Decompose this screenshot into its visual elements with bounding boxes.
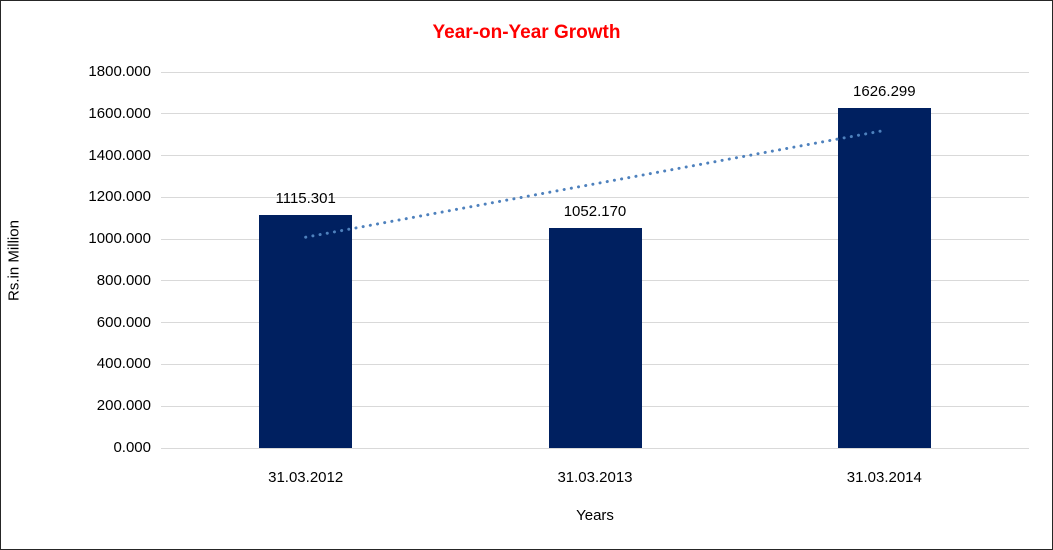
y-tick-label: 400.000 — [96, 355, 151, 373]
bar-data-label: 1115.301 — [275, 190, 336, 208]
x-tick-label: 31.03.2012 — [268, 469, 344, 486]
gridline — [161, 71, 1029, 73]
y-tick-label: 1400.000 — [88, 146, 151, 164]
y-tick-label: 600.000 — [96, 313, 151, 331]
bar — [837, 108, 931, 448]
y-tick-label: 1000.000 — [88, 230, 151, 248]
gridline — [161, 113, 1029, 115]
y-tick-label: 800.000 — [96, 271, 151, 289]
bar-data-label: 1626.299 — [853, 83, 916, 101]
bar-data-label: 1052.170 — [563, 203, 627, 221]
y-tick-label: 1800.000 — [88, 63, 151, 80]
bar — [259, 215, 353, 448]
bar — [548, 228, 642, 448]
gridline — [161, 447, 1029, 449]
x-tick-label: 31.03.2013 — [557, 469, 633, 486]
y-tick-label: 1600.000 — [88, 104, 151, 122]
y-tick-label: 1200.000 — [88, 188, 151, 206]
x-axis-title: Years — [576, 507, 614, 524]
y-tick-label: 0.000 — [113, 439, 151, 456]
y-tick-label: 200.000 — [96, 397, 151, 415]
y-axis-title: Rs.in Million — [5, 220, 23, 301]
x-tick-label: 31.03.2014 — [846, 469, 922, 486]
chart-title: Year-on-Year Growth — [432, 22, 621, 43]
